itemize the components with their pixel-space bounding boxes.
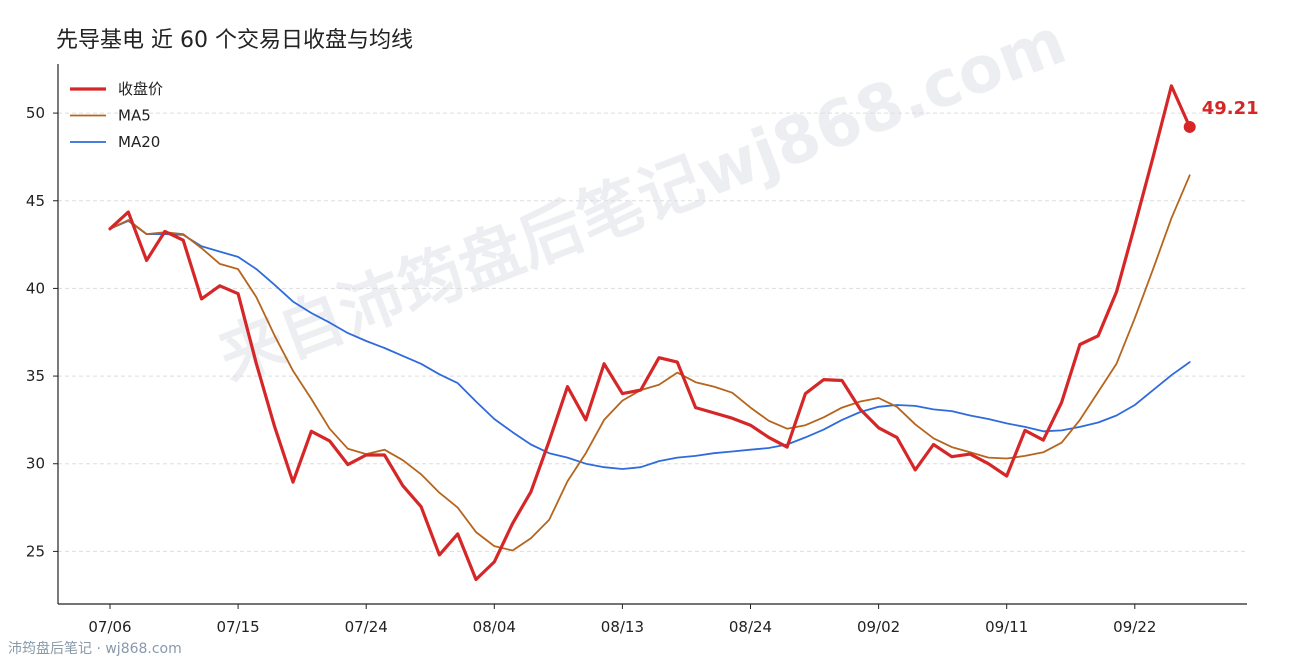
y-tick-label: 30: [26, 455, 45, 473]
series-line-ma20: [109, 219, 1191, 470]
x-tick-label: 08/04: [473, 618, 516, 636]
series-line-ma5: [109, 174, 1191, 552]
x-tick-label: 07/24: [345, 618, 388, 636]
x-tick-label: 07/15: [216, 618, 259, 636]
x-tick-label: 08/13: [601, 618, 644, 636]
legend-label: MA5: [118, 107, 151, 125]
x-tick-label: 09/11: [985, 618, 1028, 636]
y-tick-label: 35: [26, 367, 45, 385]
last-close-point: [1183, 120, 1196, 133]
ticks: 25 30 35 40 45 50 07/06 07/15 07/24 08/04 08/13 08/…: [26, 104, 1157, 636]
y-tick-label: 25: [26, 542, 45, 560]
last-close-label: 49.21: [1202, 98, 1259, 119]
footer-credit: 沛筠盘后笔记 · wj868.com: [8, 641, 182, 657]
series: [108, 84, 1192, 582]
axes: [57, 64, 1247, 605]
y-tick-label: 45: [26, 192, 45, 210]
legend: 收盘价 MA5 MA20: [70, 80, 163, 151]
legend-label: 收盘价: [118, 80, 163, 98]
x-tick-label: 09/02: [857, 618, 900, 636]
chart-title: 先导基电 近 60 个交易日收盘与均线: [56, 28, 413, 53]
endpoint: 49.21: [1183, 98, 1259, 133]
x-tick-label: 07/06: [88, 618, 131, 636]
series-line-close: [108, 84, 1192, 582]
x-tick-label: 09/22: [1113, 618, 1156, 636]
legend-label: MA20: [118, 133, 160, 151]
y-tick-label: 50: [26, 104, 45, 122]
grid: [58, 112, 1247, 552]
x-tick-label: 08/24: [729, 618, 772, 636]
y-tick-label: 40: [26, 279, 45, 297]
